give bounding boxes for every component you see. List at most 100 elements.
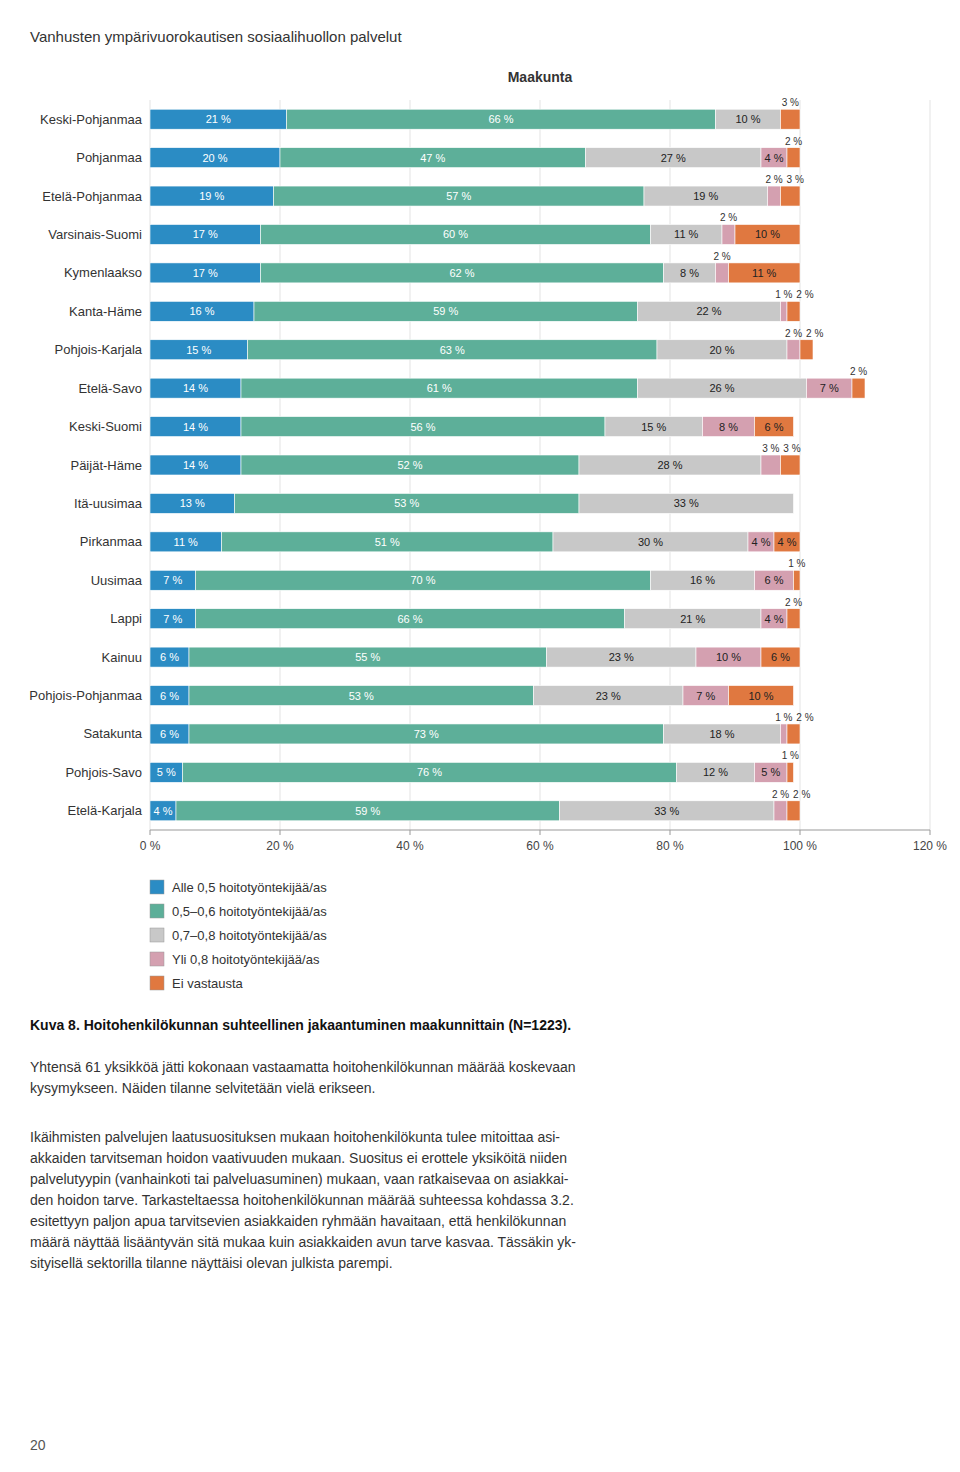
tick-label: 40 %	[396, 839, 424, 853]
data-label: 56 %	[410, 421, 435, 433]
bar	[761, 455, 781, 475]
bar	[150, 455, 241, 475]
data-label: 4 %	[154, 805, 173, 817]
bar	[189, 724, 664, 744]
legend-label: 0,5–0,6 hoitotyöntekijää/as	[172, 904, 327, 919]
data-label: 12 %	[703, 766, 728, 778]
bar	[189, 647, 547, 667]
category-label: Pohjanmaa	[76, 150, 143, 165]
category-label: Kymenlaakso	[64, 265, 142, 280]
bar	[696, 647, 761, 667]
data-label: 17 %	[193, 267, 218, 279]
bar	[787, 301, 800, 321]
legend-label: Alle 0,5 hoitotyöntekijää/as	[172, 880, 327, 895]
bar	[781, 109, 801, 129]
bar	[716, 263, 729, 283]
data-label: 15 %	[641, 421, 666, 433]
data-label: 6 %	[160, 651, 179, 663]
bar	[235, 493, 580, 513]
body-text: Ikäihmisten palvelujen laatusuosituksen …	[30, 1129, 576, 1271]
data-label: 5 %	[761, 766, 780, 778]
bar	[787, 148, 800, 168]
bar	[735, 224, 800, 244]
bar	[638, 378, 807, 398]
data-label: 28 %	[657, 459, 682, 471]
data-label: 18 %	[709, 728, 734, 740]
data-label: 60 %	[443, 228, 468, 240]
bar	[150, 762, 183, 782]
bar	[787, 340, 800, 360]
tick-label: 0 %	[140, 839, 161, 853]
text-line: Yhtensä 61 yksikköä jätti kokonaan vasta…	[30, 1059, 576, 1075]
bar	[807, 378, 853, 398]
data-label: 66 %	[488, 113, 513, 125]
bar	[150, 686, 189, 706]
data-label: 7 %	[163, 613, 182, 625]
legend-label: Ei vastausta	[172, 976, 244, 991]
bar	[241, 378, 638, 398]
data-label: 2 %	[806, 328, 823, 339]
bar	[287, 109, 716, 129]
bar	[755, 762, 788, 782]
data-label: 1 %	[788, 558, 805, 569]
data-label: 53 %	[394, 497, 419, 509]
data-label: 57 %	[446, 190, 471, 202]
data-label: 4 %	[765, 613, 784, 625]
data-label: 10 %	[755, 228, 780, 240]
data-label: 6 %	[765, 574, 784, 586]
data-label: 26 %	[709, 382, 734, 394]
legend-swatch	[150, 952, 164, 966]
bar	[586, 148, 762, 168]
text-line: Kuva 8. Hoitohenkilökunnan suhteellinen …	[30, 1017, 571, 1033]
y-axis: Keski-PohjanmaaPohjanmaaEtelä-PohjanmaaV…	[29, 112, 143, 819]
tick-label: 120 %	[913, 839, 947, 853]
data-label: 4 %	[778, 536, 797, 548]
data-label: 2 %	[772, 789, 789, 800]
category-label: Keski-Pohjanmaa	[40, 112, 143, 127]
bar	[150, 532, 222, 552]
data-label: 10 %	[748, 690, 773, 702]
data-label: 59 %	[355, 805, 380, 817]
tick-mark	[670, 830, 671, 835]
category-label: Kainuu	[102, 650, 142, 665]
data-label: 76 %	[417, 766, 442, 778]
bar	[579, 493, 794, 513]
data-label: 7 %	[696, 690, 715, 702]
category-label: Varsinais-Suomi	[48, 227, 142, 242]
tick-mark	[540, 830, 541, 835]
category-label: Etelä-Savo	[78, 381, 142, 396]
text-line: määrä näyttää lisääntyvän sitä mukaa kui…	[30, 1234, 576, 1250]
tick-mark	[150, 830, 151, 835]
bar	[638, 301, 781, 321]
bar	[787, 801, 800, 821]
bar	[150, 378, 241, 398]
category-label: Etelä-Karjala	[68, 803, 143, 818]
data-label: 10 %	[716, 651, 741, 663]
data-label: 2 %	[785, 328, 802, 339]
bar	[748, 532, 774, 552]
bar	[761, 647, 800, 667]
data-labels: 21 %20 %19 %17 %17 %16 %15 %14 %14 %14 %…	[154, 97, 868, 817]
data-label: 13 %	[180, 497, 205, 509]
data-label: 1 %	[775, 712, 792, 723]
data-label: 52 %	[397, 459, 422, 471]
caption: Kuva 8. Hoitohenkilökunnan suhteellinen …	[30, 1017, 571, 1033]
bar	[261, 224, 651, 244]
category-label: Pohjois-Karjala	[55, 342, 143, 357]
bar	[677, 762, 755, 782]
data-label: 19 %	[693, 190, 718, 202]
bar	[703, 417, 755, 437]
data-label: 10 %	[735, 113, 760, 125]
text-line: Ikäihmisten palvelujen laatusuosituksen …	[30, 1129, 560, 1145]
tick-label: 60 %	[526, 839, 554, 853]
tick-label: 20 %	[266, 839, 294, 853]
category-label: Pohjois-Pohjanmaa	[29, 688, 143, 703]
data-label: 2 %	[785, 597, 802, 608]
bar	[787, 762, 794, 782]
data-label: 2 %	[796, 289, 813, 300]
data-label: 2 %	[713, 251, 730, 262]
bar	[560, 801, 775, 821]
bar	[150, 148, 280, 168]
data-label: 6 %	[765, 421, 784, 433]
bar	[651, 224, 723, 244]
